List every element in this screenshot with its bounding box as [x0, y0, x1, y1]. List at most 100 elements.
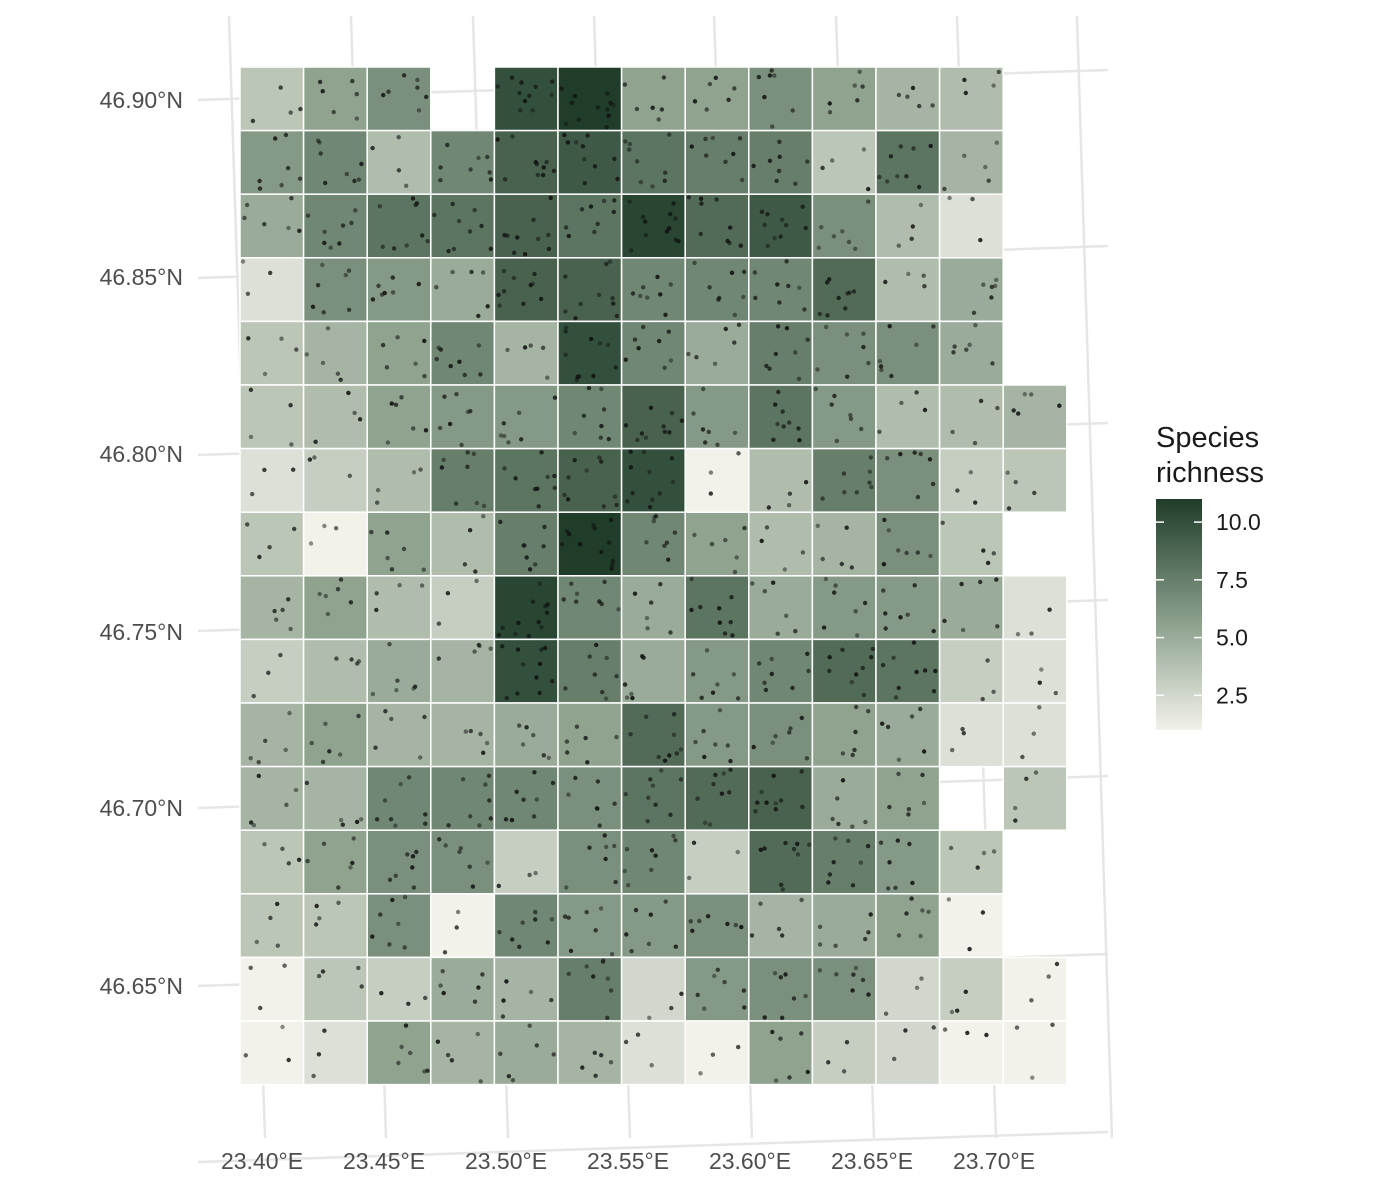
occurrence-point	[413, 202, 418, 208]
occurrence-point	[559, 86, 564, 91]
occurrence-point	[673, 944, 678, 949]
occurrence-point	[698, 1071, 703, 1076]
occurrence-point	[773, 1078, 779, 1083]
occurrence-point	[688, 919, 693, 924]
occurrence-point	[612, 801, 617, 806]
occurrence-point	[541, 165, 546, 170]
occurrence-point	[501, 421, 506, 426]
occurrence-point	[434, 285, 439, 290]
occurrence-point	[481, 503, 487, 509]
occurrence-point	[858, 860, 863, 865]
richness-cell	[938, 320, 1004, 386]
occurrence-point	[394, 688, 399, 693]
occurrence-point	[606, 540, 612, 545]
richness-cell	[430, 575, 496, 641]
occurrence-point	[608, 100, 613, 106]
occurrence-point	[488, 646, 493, 651]
occurrence-point	[419, 583, 425, 588]
occurrence-point	[947, 195, 952, 201]
occurrence-point	[422, 1069, 427, 1074]
occurrence-point	[503, 817, 509, 822]
occurrence-point	[545, 474, 550, 480]
occurrence-point	[534, 675, 539, 680]
occurrence-point	[338, 577, 344, 582]
occurrence-point	[421, 567, 426, 572]
occurrence-point	[540, 172, 546, 178]
richness-cell	[1002, 575, 1068, 641]
richness-cell	[684, 956, 750, 1022]
occurrence-point	[533, 84, 538, 90]
occurrence-point	[705, 914, 711, 919]
occurrence-point	[626, 883, 631, 888]
occurrence-point	[393, 402, 399, 407]
y-tick-label: 46.65°N	[100, 973, 183, 999]
occurrence-point	[805, 159, 810, 164]
occurrence-point	[611, 209, 616, 215]
occurrence-point	[667, 430, 672, 435]
occurrence-point	[385, 440, 391, 445]
occurrence-point	[687, 875, 692, 881]
occurrence-point	[608, 1060, 614, 1065]
occurrence-point	[321, 841, 327, 846]
richness-cell	[302, 257, 368, 323]
occurrence-point	[520, 662, 526, 667]
occurrence-point	[762, 589, 767, 594]
occurrence-point	[248, 434, 254, 440]
occurrence-point	[846, 239, 852, 245]
occurrence-point	[415, 85, 420, 90]
occurrence-point	[500, 644, 505, 649]
occurrence-point	[692, 99, 698, 104]
occurrence-point	[783, 972, 788, 977]
occurrence-point	[1050, 1022, 1055, 1027]
occurrence-point	[868, 455, 873, 460]
occurrence-point	[519, 80, 524, 85]
occurrence-point	[524, 555, 529, 560]
occurrence-point	[896, 548, 901, 553]
occurrence-point	[376, 283, 381, 288]
occurrence-point	[504, 979, 509, 984]
occurrence-point	[641, 324, 646, 330]
richness-cell	[811, 765, 877, 831]
richness-cell	[557, 638, 623, 704]
occurrence-point	[592, 672, 597, 677]
occurrence-point	[533, 160, 538, 165]
occurrence-point	[965, 1030, 970, 1036]
occurrence-point	[411, 426, 416, 431]
occurrence-point	[533, 909, 538, 915]
richness-cell	[239, 447, 305, 513]
occurrence-point	[395, 335, 400, 340]
occurrence-point	[615, 176, 620, 182]
occurrence-point	[778, 975, 783, 980]
richness-cell	[875, 638, 941, 704]
richness-cell	[684, 575, 750, 641]
occurrence-point	[254, 939, 259, 945]
occurrence-point	[866, 930, 871, 935]
occurrence-point	[702, 820, 708, 825]
occurrence-point	[949, 1009, 955, 1015]
richness-cell	[557, 66, 623, 132]
richness-cell	[430, 257, 496, 323]
occurrence-point	[964, 347, 969, 352]
occurrence-point	[850, 988, 855, 993]
occurrence-point	[522, 543, 527, 548]
richness-cell	[938, 384, 1004, 450]
x-axis: 23.40°E 23.45°E 23.50°E 23.55°E 23.60°E …	[221, 1148, 1035, 1174]
occurrence-point	[535, 172, 540, 178]
occurrence-point	[574, 591, 580, 596]
x-tick-label: 23.70°E	[953, 1148, 1035, 1174]
occurrence-point	[671, 732, 677, 737]
occurrence-point	[322, 240, 327, 246]
richness-cell	[430, 893, 496, 959]
occurrence-point	[311, 1073, 316, 1079]
occurrence-point	[563, 121, 569, 127]
legend-tick-label: 5.0	[1216, 625, 1248, 651]
occurrence-point	[288, 403, 293, 408]
occurrence-point	[451, 246, 457, 252]
occurrence-point	[442, 950, 448, 955]
x-tick-label: 23.40°E	[221, 1148, 303, 1174]
occurrence-point	[702, 754, 707, 760]
occurrence-point	[437, 837, 442, 842]
occurrence-point	[791, 996, 797, 1001]
occurrence-point	[357, 417, 363, 422]
occurrence-point	[405, 852, 410, 857]
